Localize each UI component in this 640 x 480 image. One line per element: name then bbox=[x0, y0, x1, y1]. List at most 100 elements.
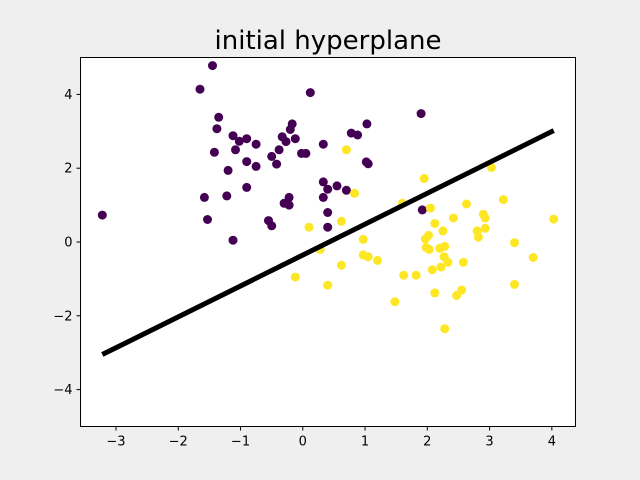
y-axis: −4 −2 0 2 4 bbox=[53, 88, 81, 398]
scatter-point-class-1 bbox=[304, 222, 314, 232]
scatter-point-class-0 bbox=[290, 134, 300, 144]
scatter-point-class-1 bbox=[528, 253, 538, 262]
scatter-point-class-1 bbox=[473, 232, 483, 242]
x-tick-label: 4 bbox=[548, 435, 556, 450]
scatter-point-class-0 bbox=[228, 235, 238, 245]
scatter-point-class-0 bbox=[323, 222, 333, 232]
scatter-point-class-0 bbox=[341, 185, 351, 195]
scatter-point-class-0 bbox=[353, 130, 363, 140]
scatter-point-class-0 bbox=[212, 124, 222, 134]
scatter-point-class-0 bbox=[242, 182, 252, 192]
scatter-point-class-0 bbox=[305, 88, 315, 98]
scatter-point-class-1 bbox=[480, 223, 490, 233]
scatter-point-class-1 bbox=[549, 214, 559, 224]
scatter-point-class-0 bbox=[267, 151, 277, 161]
scatter-point-class-1 bbox=[430, 288, 440, 298]
x-tick-label: 2 bbox=[423, 435, 431, 450]
x-tick-label: −1 bbox=[231, 435, 250, 450]
scatter-point-class-0 bbox=[251, 161, 261, 171]
scatter-point-class-0 bbox=[281, 137, 291, 147]
scatter-point-class-1 bbox=[363, 252, 373, 262]
scatter-point-class-0 bbox=[284, 200, 294, 210]
scatter-point-class-0 bbox=[323, 184, 333, 194]
scatter-point-class-0 bbox=[214, 112, 224, 122]
scatter-point-class-1 bbox=[373, 255, 382, 265]
scatter-point-class-1 bbox=[480, 213, 490, 223]
scatter-point-class-0 bbox=[362, 119, 372, 129]
scatter-point-class-0 bbox=[222, 191, 232, 201]
scatter-point-class-0 bbox=[272, 159, 282, 169]
scatter-point-class-0 bbox=[234, 136, 244, 146]
x-tick-label: −2 bbox=[169, 435, 188, 450]
scatter-point-class-0 bbox=[242, 134, 252, 144]
scatter-point-class-0 bbox=[363, 159, 373, 169]
scatter-point-class-0 bbox=[323, 208, 333, 217]
y-tick-label: 2 bbox=[64, 162, 72, 177]
scatter-point-class-0 bbox=[318, 192, 328, 202]
scatter-point-class-0 bbox=[274, 145, 284, 155]
x-tick-label: 0 bbox=[299, 435, 307, 450]
scatter-point-class-1 bbox=[424, 244, 434, 254]
scatter-point-class-0 bbox=[301, 148, 311, 158]
x-tick-label: −3 bbox=[106, 435, 125, 450]
scatter-point-class-1 bbox=[436, 262, 446, 272]
y-tick-label: −2 bbox=[53, 309, 72, 324]
scatter-point-class-0 bbox=[209, 147, 219, 157]
scatter-point-class-0 bbox=[203, 215, 212, 224]
scatter-point-class-1 bbox=[419, 174, 429, 183]
scatter-point-class-0 bbox=[208, 61, 217, 71]
scatter-point-class-0 bbox=[318, 139, 328, 149]
scatter-point-class-1 bbox=[443, 257, 453, 267]
scatter-point-class-0 bbox=[267, 221, 277, 231]
x-tick-label: 3 bbox=[485, 435, 493, 450]
scatter-point-class-1 bbox=[425, 203, 435, 213]
scatter-points bbox=[97, 61, 559, 334]
scatter-point-class-0 bbox=[416, 109, 426, 119]
scatter-point-class-1 bbox=[399, 270, 409, 280]
scatter-point-class-1 bbox=[440, 241, 450, 251]
scatter-point-class-1 bbox=[411, 270, 421, 280]
scatter-point-class-0 bbox=[223, 165, 233, 175]
scatter-point-class-1 bbox=[510, 279, 519, 289]
scatter-point-class-1 bbox=[336, 260, 346, 270]
scatter-point-class-1 bbox=[449, 213, 458, 223]
y-tick-label: −4 bbox=[53, 383, 72, 398]
hyperplane-line bbox=[101, 128, 555, 357]
y-tick-label: 0 bbox=[64, 236, 72, 251]
scatter-point-class-0 bbox=[287, 119, 297, 129]
x-axis: −3 −2 −1 0 1 2 3 4 bbox=[106, 426, 556, 450]
scatter-point-class-0 bbox=[251, 139, 261, 149]
chart-title: initial hyperplane bbox=[215, 26, 442, 56]
hyperplane-layer bbox=[101, 128, 555, 357]
scatter-point-class-0 bbox=[242, 157, 252, 167]
scatter-point-class-1 bbox=[350, 188, 359, 198]
scatter-point-class-0 bbox=[97, 210, 107, 220]
scatter-point-class-1 bbox=[498, 195, 508, 205]
scatter-point-class-1 bbox=[390, 297, 400, 307]
scatter-point-class-1 bbox=[341, 145, 351, 155]
scatter-point-class-1 bbox=[336, 216, 346, 226]
scatter-point-class-0 bbox=[228, 131, 238, 141]
scatter-point-class-1 bbox=[457, 285, 467, 295]
x-tick-label: 1 bbox=[361, 435, 369, 450]
scatter-point-class-1 bbox=[458, 257, 468, 267]
scatter-point-class-1 bbox=[290, 272, 300, 282]
scatter-point-class-1 bbox=[424, 230, 434, 240]
scatter-point-class-1 bbox=[440, 324, 450, 334]
scatter-point-class-0 bbox=[417, 205, 427, 215]
scatter-point-class-1 bbox=[462, 199, 471, 209]
scatter-point-class-1 bbox=[427, 265, 437, 275]
scatter-point-class-1 bbox=[438, 226, 448, 236]
scatter-point-class-0 bbox=[195, 84, 205, 94]
scatter-point-class-0 bbox=[332, 181, 342, 191]
scatter-point-class-0 bbox=[284, 192, 294, 202]
scatter-point-class-0 bbox=[318, 177, 328, 187]
scatter-point-class-1 bbox=[430, 219, 440, 228]
scatter-point-class-1 bbox=[358, 234, 368, 244]
scatter-point-class-0 bbox=[231, 145, 240, 155]
scatter-point-class-1 bbox=[323, 280, 333, 290]
scatter-point-class-1 bbox=[510, 238, 519, 248]
y-tick-label: 4 bbox=[64, 88, 72, 103]
scatter-point-class-0 bbox=[199, 192, 209, 202]
